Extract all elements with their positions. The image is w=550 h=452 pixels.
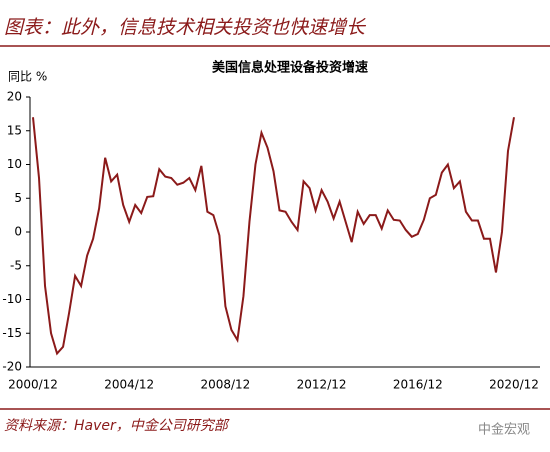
y-tick-label: 0 bbox=[14, 225, 22, 239]
y-tick-label: -5 bbox=[10, 258, 22, 272]
y-tick-label: 15 bbox=[7, 123, 22, 137]
x-tick-label: 2008/12 bbox=[200, 378, 250, 392]
x-tick-label: 2004/12 bbox=[104, 378, 154, 392]
x-tick-label: 2016/12 bbox=[393, 378, 443, 392]
y-tick-label: -10 bbox=[2, 292, 22, 306]
x-tick-label: 2012/12 bbox=[297, 378, 347, 392]
chart-title: 美国信息处理设备投资增速 bbox=[212, 60, 368, 76]
x-tick-label: 2020/12 bbox=[489, 378, 539, 392]
y-tick-label: 20 bbox=[7, 90, 22, 104]
y-tick-label: -15 bbox=[2, 326, 22, 340]
y-axis-label: 同比 % bbox=[8, 70, 47, 84]
page-title: 图表：此外，信息技术相关投资也快速增长 bbox=[4, 17, 367, 39]
x-tick-label: 2000/12 bbox=[8, 378, 58, 392]
data-line bbox=[32, 117, 515, 356]
y-tick-label: 10 bbox=[7, 157, 22, 171]
y-tick-label: -20 bbox=[2, 360, 22, 374]
source: 资料来源：Haver，中金公司研究部 bbox=[4, 418, 230, 434]
y-tick-label: 5 bbox=[14, 191, 22, 205]
watermark: 中金宏观 bbox=[478, 422, 530, 438]
